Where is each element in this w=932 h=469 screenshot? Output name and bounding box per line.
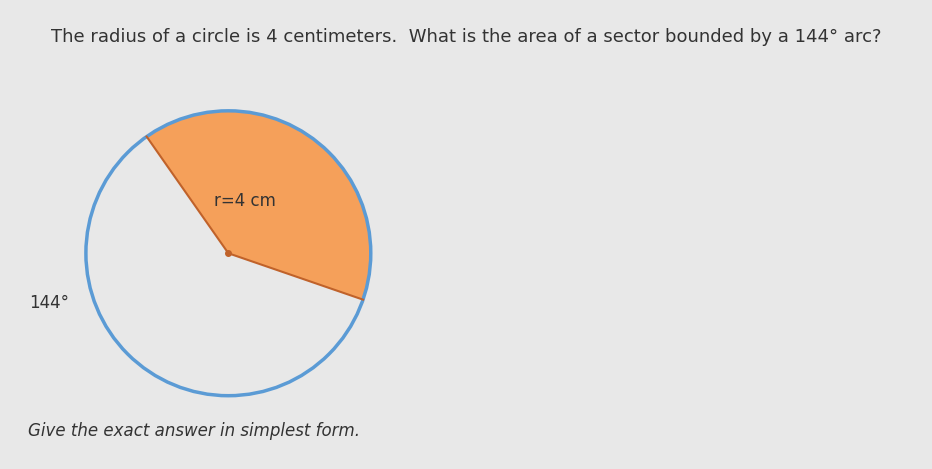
Text: r=4 cm: r=4 cm	[214, 192, 276, 210]
Text: 144°: 144°	[29, 294, 69, 312]
Wedge shape	[146, 111, 371, 300]
Text: Give the exact answer in simplest form.: Give the exact answer in simplest form.	[28, 422, 360, 440]
Text: The radius of a circle is 4 centimeters.  What is the area of a sector bounded b: The radius of a circle is 4 centimeters.…	[50, 28, 882, 46]
